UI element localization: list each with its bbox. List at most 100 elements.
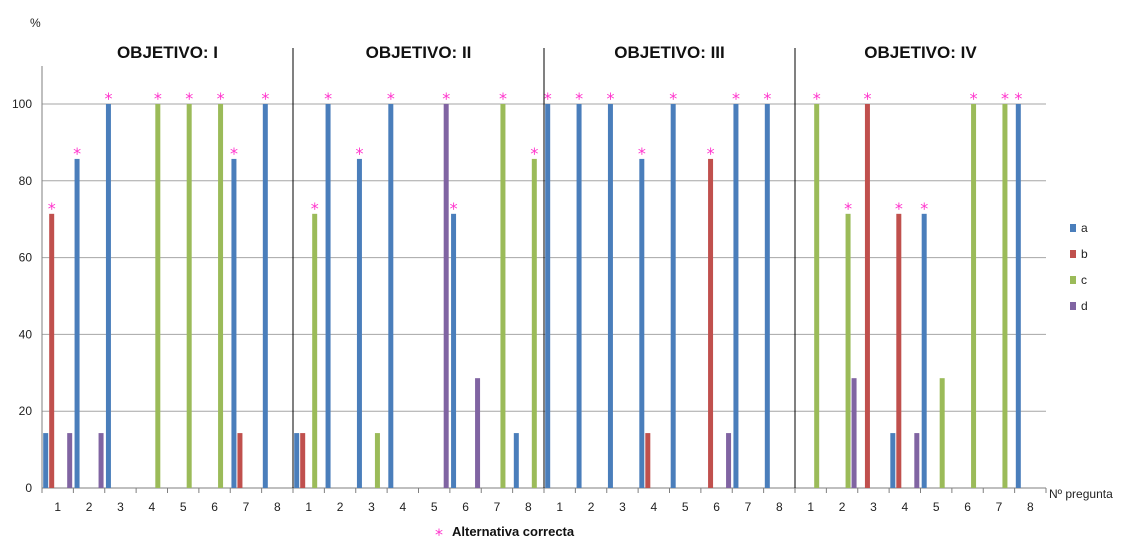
bar-a (733, 104, 739, 488)
legend-swatch-b (1070, 250, 1076, 258)
footnote-text: Alternativa correcta (452, 524, 575, 539)
section-title: OBJETIVO: II (366, 43, 472, 62)
bar-c (939, 378, 945, 488)
correct-marker: * (1014, 89, 1022, 108)
bar-d (914, 433, 920, 488)
y-tick-label: 20 (19, 404, 33, 418)
footnote-marker: * (435, 525, 443, 542)
x-tick-label: 5 (933, 500, 940, 514)
correct-marker: * (261, 89, 269, 108)
correct-marker: * (324, 89, 332, 108)
bar-a (576, 104, 582, 488)
x-tick-label: 5 (180, 500, 187, 514)
correct-marker: * (185, 89, 193, 108)
x-tick-label: 2 (588, 500, 595, 514)
correct-marker: * (230, 144, 238, 163)
x-tick-label: 2 (86, 500, 93, 514)
x-tick-label: 7 (494, 500, 501, 514)
correct-marker: * (530, 144, 538, 163)
x-tick-label: 8 (525, 500, 532, 514)
section-title: OBJETIVO: IV (864, 43, 977, 62)
bar-a (764, 104, 770, 488)
bar-c (814, 104, 820, 488)
x-tick-label: 3 (870, 500, 877, 514)
y-tick-label: 100 (12, 97, 32, 111)
legend-label-c: c (1081, 273, 1087, 287)
correct-marker: * (895, 199, 903, 218)
correct-marker: * (217, 89, 225, 108)
bar-c (845, 213, 851, 488)
x-axis-label: Nº pregunta (1049, 487, 1113, 501)
bar-c (1002, 104, 1008, 488)
correct-marker: * (544, 89, 552, 108)
correct-marker: * (73, 144, 81, 163)
correct-marker: * (844, 199, 852, 218)
x-tick-label: 3 (117, 500, 124, 514)
bar-c (155, 104, 161, 488)
bar-a (1015, 104, 1021, 488)
x-tick-label: 6 (462, 500, 469, 514)
bar-a (74, 158, 80, 489)
x-tick-label: 8 (1027, 500, 1034, 514)
correct-marker: * (1001, 89, 1009, 108)
correct-marker: * (575, 89, 583, 108)
correct-marker: * (450, 199, 458, 218)
legend-swatch-d (1070, 302, 1076, 310)
bar-b (237, 433, 243, 488)
bar-a (890, 433, 896, 488)
legend-label-b: b (1081, 247, 1088, 261)
x-tick-label: 8 (776, 500, 783, 514)
x-tick-label: 6 (211, 500, 218, 514)
bar-a (105, 104, 111, 488)
bar-a (513, 433, 519, 488)
x-tick-label: 4 (399, 500, 406, 514)
x-tick-label: 2 (337, 500, 344, 514)
x-tick-label: 4 (901, 500, 908, 514)
bar-c (312, 213, 318, 488)
bar-b (864, 104, 870, 488)
bar-a (607, 104, 613, 488)
correct-marker: * (606, 89, 614, 108)
bar-d (475, 378, 481, 488)
x-tick-label: 1 (556, 500, 563, 514)
bar-c (500, 104, 506, 488)
bar-a (545, 104, 551, 488)
bar-d (98, 433, 104, 488)
x-tick-label: 4 (148, 500, 155, 514)
correct-marker: * (707, 144, 715, 163)
bar-a (231, 158, 237, 489)
bar-d (726, 433, 732, 488)
bar-a (43, 433, 49, 488)
correct-marker: * (355, 144, 363, 163)
bar-a (670, 104, 676, 488)
correct-marker: * (763, 89, 771, 108)
correct-marker: * (669, 89, 677, 108)
x-tick-label: 6 (964, 500, 971, 514)
x-tick-label: 1 (54, 500, 61, 514)
x-tick-label: 3 (368, 500, 375, 514)
bar-c (374, 433, 380, 488)
bar-b (645, 433, 651, 488)
correct-marker: * (920, 199, 928, 218)
correct-marker: * (732, 89, 740, 108)
bar-a (639, 158, 645, 489)
bar-d (443, 104, 449, 488)
correct-marker: * (813, 89, 821, 108)
bar-d (67, 433, 73, 488)
x-tick-label: 5 (682, 500, 689, 514)
bar-c (971, 104, 977, 488)
bar-c (531, 158, 537, 489)
bar-a (388, 104, 394, 488)
bar-c (218, 104, 224, 488)
bar-a (262, 104, 268, 488)
correct-marker: * (104, 89, 112, 108)
bar-b (708, 158, 714, 489)
x-tick-label: 2 (839, 500, 846, 514)
bar-d (851, 378, 857, 488)
x-tick-label: 1 (807, 500, 814, 514)
bar-b (896, 213, 902, 488)
legend-swatch-a (1070, 224, 1076, 232)
correct-marker: * (311, 199, 319, 218)
correct-marker: * (863, 89, 871, 108)
